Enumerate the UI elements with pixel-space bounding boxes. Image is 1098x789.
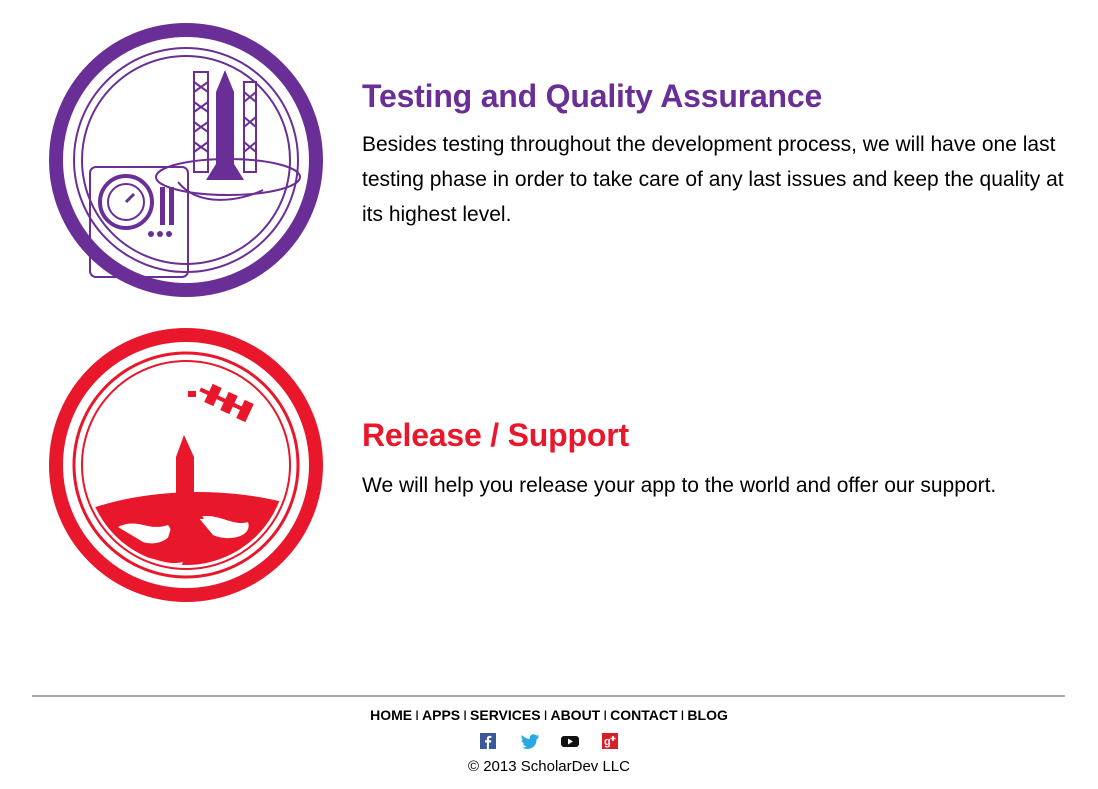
footer-link-blog[interactable]: BLOG — [687, 707, 728, 723]
nav-separator: I — [603, 707, 608, 723]
release-description: We will help you release your app to the… — [362, 474, 997, 497]
footer-nav: HOME I APPS I SERVICES I ABOUT I CONTACT I BLOG — [0, 707, 1098, 723]
nav-separator: I — [463, 707, 468, 723]
nav-separator: I — [680, 707, 685, 723]
testing-badge-icon — [49, 23, 323, 297]
testing-description: Besides testing throughout the developme… — [362, 133, 1064, 226]
nav-separator: I — [543, 707, 548, 723]
release-badge-icon — [49, 328, 323, 602]
svg-text:g: g — [604, 736, 611, 748]
youtube-icon[interactable] — [561, 733, 580, 749]
twitter-icon[interactable] — [521, 733, 539, 749]
release-section: Release / Support We will help you relea… — [0, 325, 1098, 605]
copyright: © 2013 ScholarDev LLC — [468, 758, 630, 775]
google-plus-icon[interactable]: g — [601, 732, 618, 749]
testing-section: Testing and Quality Assurance Besides te… — [0, 22, 1098, 302]
footer-link-services[interactable]: SERVICES — [470, 707, 541, 723]
testing-title: Testing and Quality Assurance — [362, 78, 823, 114]
social-links: g — [0, 732, 1098, 750]
footer-link-contact[interactable]: CONTACT — [610, 707, 678, 723]
nav-separator: I — [415, 707, 419, 723]
footer-link-home[interactable]: HOME — [370, 707, 413, 723]
footer-link-apps[interactable]: APPS — [422, 707, 461, 723]
footer-divider — [32, 695, 1065, 697]
release-title: Release / Support — [362, 417, 629, 453]
facebook-icon[interactable] — [480, 732, 497, 749]
footer-link-about[interactable]: ABOUT — [550, 707, 601, 723]
